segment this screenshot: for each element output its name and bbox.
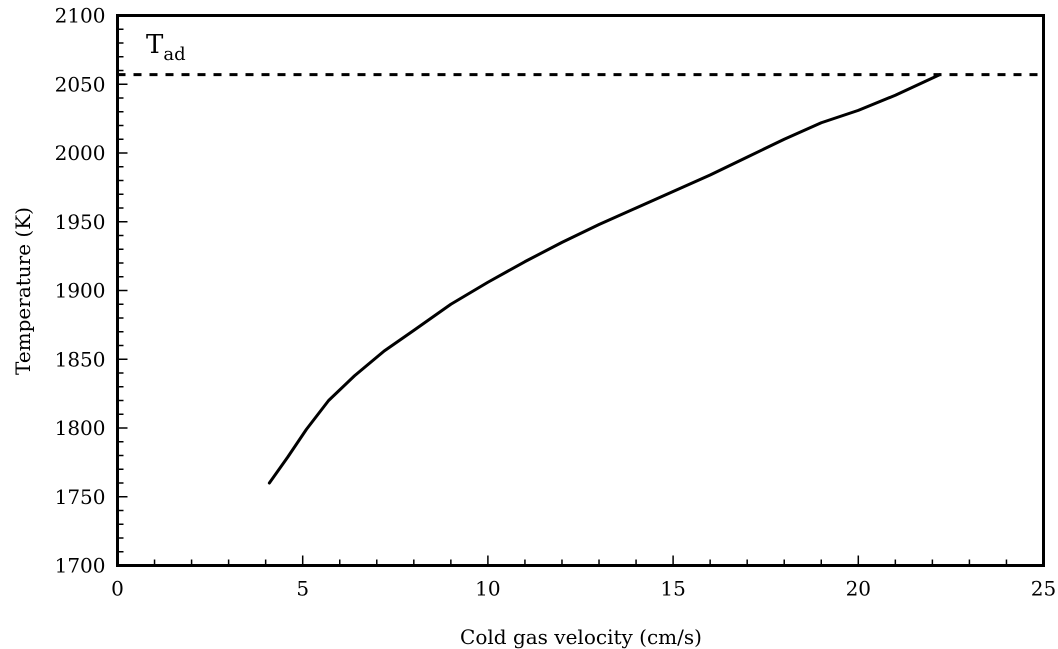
x-tick-label: 20 xyxy=(846,577,871,601)
reference-label-subscript: ad xyxy=(163,44,185,65)
reference-label-main: T xyxy=(146,30,164,60)
y-tick-label: 2100 xyxy=(55,4,106,28)
tick-labels: 0 5 10 15 20 25 1700 1750 1800 1850 1900 1950 2000 20… xyxy=(55,4,1057,601)
plot-frame xyxy=(116,14,1045,567)
y-tick-label: 1900 xyxy=(55,279,106,303)
x-tick-label: 10 xyxy=(475,577,500,601)
y-tick-label: 1850 xyxy=(55,347,106,371)
x-tick-label: 0 xyxy=(111,577,124,601)
x-tick-label: 15 xyxy=(660,577,685,601)
y-tick-label: 2000 xyxy=(55,141,106,165)
y-tick-label: 2050 xyxy=(55,72,106,96)
y-tick-label: 1700 xyxy=(55,554,106,578)
x-tick-label: 25 xyxy=(1031,577,1056,601)
x-tick-label: 5 xyxy=(296,577,309,601)
reference-line-label: Tad xyxy=(146,30,186,65)
x-axis-title: Cold gas velocity (cm/s) xyxy=(460,625,702,649)
y-tick-label: 1800 xyxy=(55,416,106,440)
y-axis-title: Temperature (K) xyxy=(11,207,35,375)
y-tick-label: 1950 xyxy=(55,210,106,234)
axis-ticks xyxy=(116,14,1045,567)
series-line xyxy=(267,73,942,485)
y-tick-label: 1750 xyxy=(55,485,106,509)
